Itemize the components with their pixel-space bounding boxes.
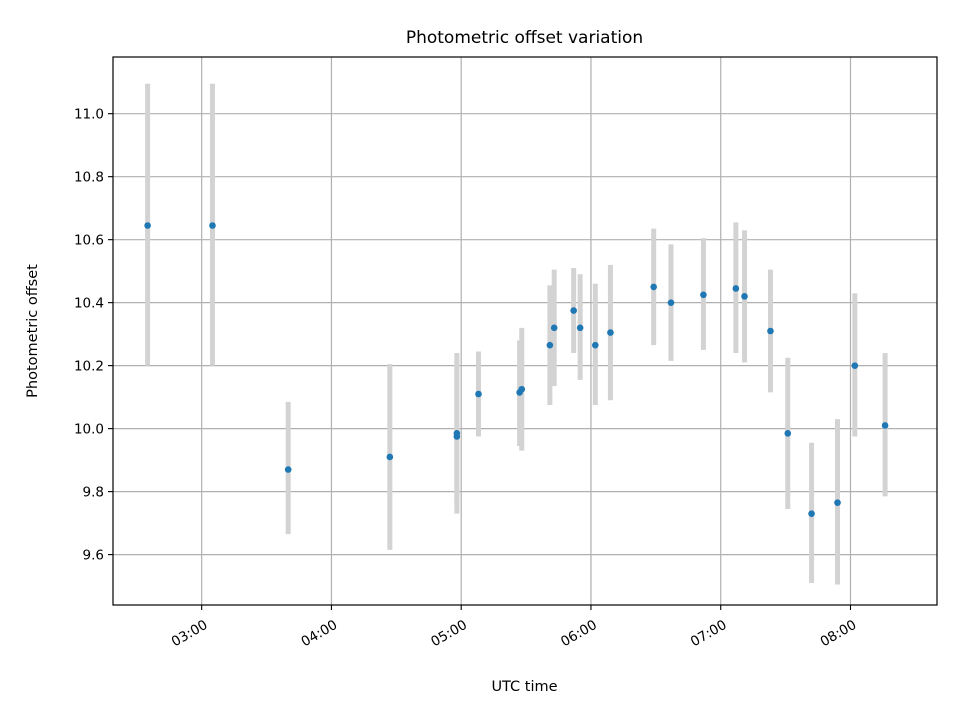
data-point [546,341,554,349]
data-point [591,341,599,349]
data-point [284,466,292,473]
y-tick-label: 9.6 [83,548,104,564]
data-point [784,430,792,437]
y-tick-label: 10.8 [74,170,104,186]
y-tick-label: 9.8 [83,485,104,501]
y-tick-label: 10.4 [74,296,104,312]
plot-frame [112,56,938,606]
x-axis-title: UTC time [491,679,557,695]
data-point [834,499,841,506]
data-point [767,327,774,335]
data-point [475,390,482,398]
y-tick-label: 10.0 [74,422,104,438]
data-point [570,307,577,314]
data-point [881,422,889,429]
y-tick-label: 10.6 [74,233,104,249]
data-point [453,430,461,437]
data-point [607,329,614,336]
data-markers [144,222,889,517]
y-axis-title: Photometric offset [25,264,41,398]
data-point [386,453,394,461]
data-point [144,222,151,229]
data-point [851,362,859,369]
data-point [700,291,707,299]
data-point [650,283,657,291]
data-point [209,222,216,229]
data-point [732,285,740,292]
chart-title: Photometric offset variation [406,28,643,48]
data-point [667,299,675,306]
grid [113,57,937,605]
y-tick-label: 10.2 [74,359,104,375]
data-point [518,385,526,393]
data-point [576,324,584,332]
data-point [808,510,815,517]
data-point [550,324,558,332]
y-axis: 9.6 9.8 10.0 10.2 10.4 10.6 10.8 11.0 [74,107,113,564]
data-point [741,293,748,300]
y-tick-label: 11.0 [74,107,104,123]
